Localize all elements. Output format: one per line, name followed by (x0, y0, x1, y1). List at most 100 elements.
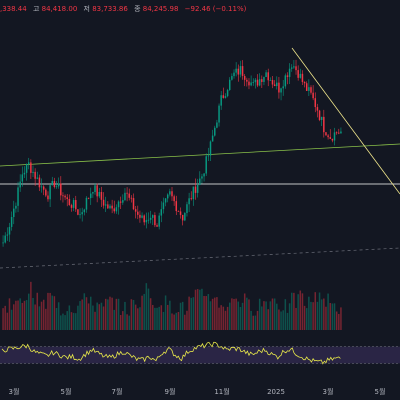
candle-body (126, 192, 128, 194)
volume-bar (194, 289, 197, 330)
volume-bar (119, 314, 122, 330)
volume-bar (291, 292, 293, 330)
candle-body (308, 87, 310, 91)
candle-body (254, 79, 257, 83)
candle-body (276, 82, 278, 87)
candle-body (141, 215, 143, 218)
volume-bar (117, 298, 120, 330)
candle-body (338, 132, 340, 134)
candle-body (42, 186, 45, 190)
green-trendline[interactable] (0, 143, 400, 167)
high-value: 84,418.00 (41, 5, 78, 13)
volume-bar (85, 297, 88, 330)
candle-body (23, 172, 26, 175)
volume-bar (4, 305, 6, 330)
volume-bar (192, 297, 195, 330)
volume-bar (68, 305, 71, 330)
candle-body (124, 192, 126, 201)
candle-body (192, 186, 195, 200)
volume-bar (248, 299, 250, 330)
volume-bar (72, 312, 75, 330)
candle-body (316, 107, 319, 111)
candle-body (263, 77, 265, 82)
candle-body (119, 201, 122, 203)
volume-bar (164, 295, 167, 330)
candle-body (265, 72, 267, 78)
candle-body (173, 196, 175, 202)
candle-body (34, 171, 36, 179)
volume-bar (6, 312, 9, 330)
candle-body (109, 205, 111, 209)
volume-bar (132, 299, 135, 330)
volume-bar (98, 304, 101, 330)
candle-body (149, 217, 152, 220)
volume-bar (318, 292, 321, 330)
volume-bar (239, 306, 242, 330)
volume-bar (130, 299, 133, 330)
volume-bar (316, 301, 319, 330)
close-label: 종 (134, 5, 141, 13)
candle-body (222, 95, 225, 98)
candle-body (297, 70, 299, 78)
volume-bar (169, 300, 171, 330)
volume-bar (141, 295, 143, 330)
candle-body (333, 132, 336, 141)
candle-body (273, 84, 276, 87)
candle-body (286, 75, 289, 77)
volume-bar (263, 301, 265, 330)
rsi-band (0, 346, 400, 364)
rsi-line[interactable] (1, 341, 341, 365)
candle-body (203, 173, 205, 177)
volume-bar (196, 289, 199, 330)
volume-bar (10, 309, 13, 330)
volume-bar (42, 299, 45, 330)
candle-body (291, 67, 293, 69)
volume-bar (49, 292, 51, 330)
volume-bar (83, 293, 86, 330)
candle-body (340, 131, 342, 134)
x-axis-tick-label: 9월 (165, 387, 176, 396)
volume-bar (214, 297, 216, 330)
candle-body (211, 135, 214, 142)
candle-body (38, 177, 41, 188)
volume-bar (205, 296, 207, 330)
candle-body (17, 187, 19, 206)
dashed-support-line[interactable] (0, 247, 400, 269)
candle-body (231, 76, 233, 80)
volume-bar (323, 298, 325, 330)
volume-bar (77, 305, 79, 330)
volume-bar (66, 311, 68, 330)
volume-bar (152, 304, 154, 330)
candle-body (98, 191, 101, 197)
yellow-trendline[interactable] (291, 47, 400, 195)
volume-bar (96, 302, 98, 330)
volume-bar (237, 301, 240, 330)
candle-body (305, 83, 308, 91)
candle-body (160, 209, 163, 216)
candle-body (181, 214, 184, 221)
candle-body (55, 186, 58, 188)
volume-bar (226, 306, 229, 330)
volume-bar (288, 303, 291, 330)
candle-body (6, 234, 9, 236)
volume-bar (92, 305, 94, 330)
volume-bar (15, 300, 17, 330)
volume-bar (241, 302, 244, 330)
volume-bar (303, 305, 306, 330)
volume-bar (181, 301, 184, 330)
volume-bar (23, 300, 26, 330)
volume-bar (30, 281, 32, 330)
volume-bar (188, 296, 190, 330)
volume-bar (115, 298, 118, 330)
ohlc-header: ,338.44 고 84,418.00 저 83,733.86 종 84,245… (0, 2, 250, 16)
volume-bar (149, 298, 152, 330)
candle-body (325, 132, 327, 136)
volume-bar (36, 292, 39, 330)
candle-body (282, 86, 284, 89)
volume-bar (8, 298, 11, 330)
candle-body (139, 214, 141, 218)
candle-body (314, 98, 317, 108)
candle-body (113, 208, 116, 212)
candle-body (154, 215, 156, 226)
